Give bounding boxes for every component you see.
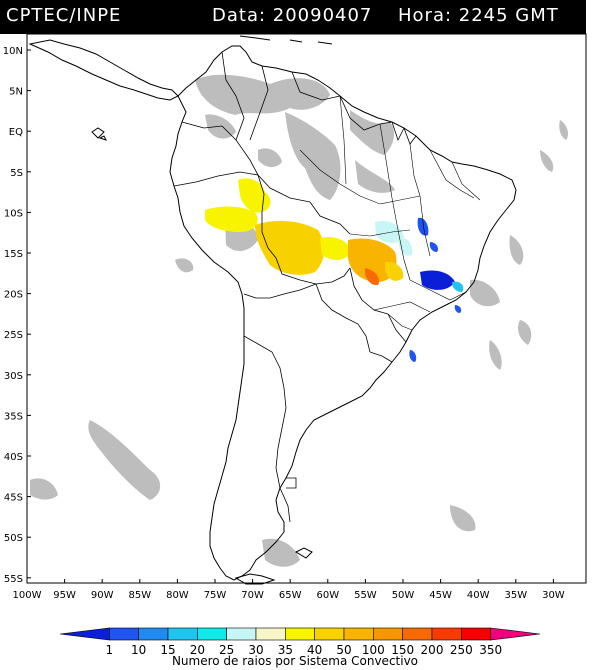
lon-label: 80W [166,590,189,601]
country-borders [173,51,417,523]
scale-box [285,627,315,641]
lon-label: 75W [204,590,227,601]
scale-box [431,627,462,641]
lat-label: 55S [4,574,23,585]
scale-tick-label: 30 [248,643,263,657]
scale-tick-label: 250 [450,643,473,657]
lon-label: 70W [241,590,264,601]
lon-label: 85W [128,590,151,601]
scale-box [461,627,491,641]
lightning-systems [205,178,464,362]
lat-label: 10N [3,46,23,57]
lon-label: 100W [13,590,42,601]
scale-tick-label: 50 [336,643,351,657]
scale-box [490,627,541,641]
scale-tick-label: 150 [391,643,414,657]
lon-label: 95W [53,590,76,601]
lat-label: 10S [4,208,23,219]
lat-label: 35S [4,411,23,422]
lat-label: 5S [10,168,23,179]
tierra-del-fuego [234,573,276,585]
lon-label: 55W [354,590,377,601]
lat-label: 15S [4,249,23,260]
lat-label: 25S [4,330,23,341]
scale-box [255,627,286,641]
lon-label: 60W [316,590,339,601]
color-scale: 1 10 15 20 25 30 35 40 50 100 150 200 250 350 Numero … [59,627,541,668]
lon-label: 30W [542,590,565,601]
scale-tick-label: 100 [362,643,385,657]
scale-box [59,627,110,641]
latitude-axis: 10N 5N EQ 5S 10S 15S 20S 25S 30S 35S 40S 45S 50S 55S [3,46,31,585]
south-america-coastline [169,45,517,581]
lat-label: 40S [4,452,23,463]
color-scale-title: Numero de raios por Sistema Convectivo [172,654,418,668]
scale-box [402,627,433,641]
lon-label: 90W [91,590,114,601]
color-scale-boxes [59,627,541,641]
scale-box [197,627,227,641]
scale-tick-label: 25 [219,643,234,657]
lat-label: EQ [9,127,23,138]
falkland-islands [294,547,313,559]
scale-tick-label: 15 [160,643,175,657]
scale-box [167,627,198,641]
map-frame [26,33,587,584]
date-label: Data: 20090407 [212,5,373,26]
lat-label: 50S [4,533,23,544]
scale-box [109,627,139,641]
lon-label: 45W [429,590,452,601]
caribbean-islands [239,35,333,45]
color-scale-ticks: 1 10 15 20 25 30 35 40 50 100 150 200 250 350 [106,643,503,657]
scale-tick-label: 1 [106,643,114,657]
source-label: CPTEC/INPE [6,5,122,26]
scale-tick-label: 40 [307,643,322,657]
lon-label: 35W [504,590,527,601]
scale-tick-label: 10 [131,643,146,657]
lat-label: 5N [9,87,23,98]
lon-label: 40W [467,590,490,601]
scale-box [373,627,403,641]
scale-tick-label: 350 [479,643,502,657]
map-header: CPTEC/INPE Data: 20090407 Hora: 2245 GMT [0,0,586,34]
hour-label: Hora: 2245 GMT [398,5,559,26]
brazil-state-borders [299,95,481,331]
lightning-map: 10N5NEQ5S10S15S20S25S30S35S40S45S50S55S … [3,33,587,601]
central-america-coastline [28,39,179,101]
lon-label: 65W [279,590,302,601]
scale-tick-label: 200 [421,643,444,657]
longitude-axis: 100W 95W 90W 85W 80W 75W 70W 65W 60W 55W 50W 45W 40W… [13,579,565,601]
scale-box [314,627,345,641]
lat-label: 45S [4,493,23,504]
scale-tick-label: 20 [190,643,205,657]
galapagos-islands [91,127,107,141]
scale-box [138,627,169,641]
lat-label: 20S [4,290,23,301]
scale-box [226,627,257,641]
scale-box [343,627,374,641]
lat-label: 30S [4,371,23,382]
scale-tick-label: 35 [278,643,293,657]
lon-label: 50W [392,590,415,601]
